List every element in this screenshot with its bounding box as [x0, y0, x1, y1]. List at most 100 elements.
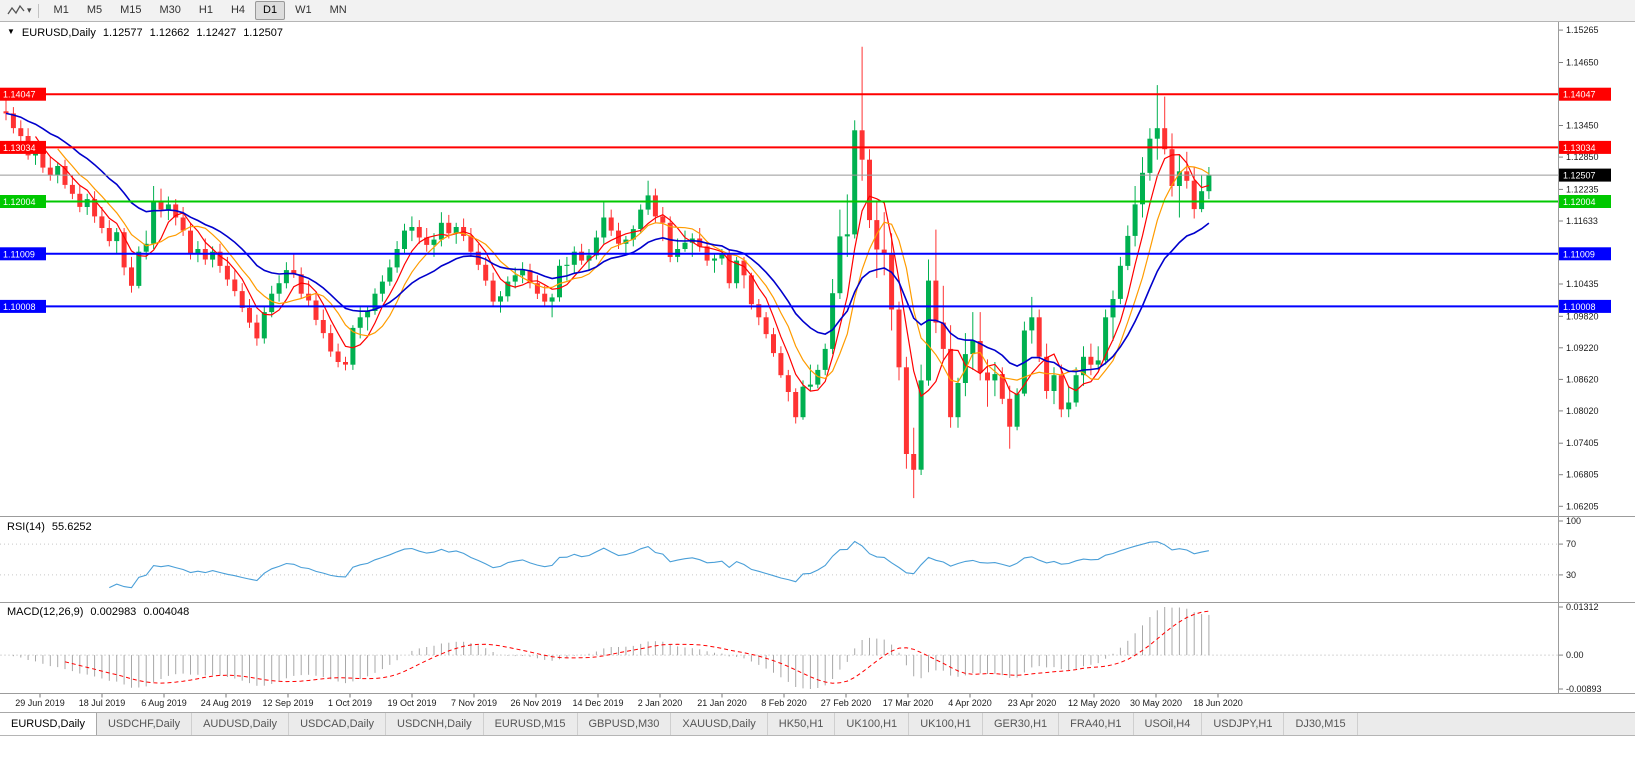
y-axis-label: 1.15265 [1566, 25, 1599, 35]
macd-signal-line [64, 610, 1209, 684]
y-axis-label: 1.06805 [1566, 470, 1599, 480]
x-axis-label: 1 Oct 2019 [328, 698, 372, 708]
price-chart-canvas[interactable]: 1.15265 1.14650 1.13450 1.12850 1.12235 1.116… [0, 22, 1635, 712]
level-price-badge-left-label: 1.12004 [3, 197, 36, 207]
level-price-badge-left-label: 1.14047 [3, 90, 36, 100]
ma-line-sma-5 [35, 136, 1210, 398]
x-axis-label: 12 May 2020 [1068, 698, 1120, 708]
level-price-badge-left[interactable] [0, 140, 46, 154]
chart-tab-eurusd-m15[interactable]: EURUSD,M15 [484, 713, 578, 735]
timeframe-button-w1[interactable]: W1 [295, 4, 312, 17]
level-price-badge-left-label: 1.10008 [3, 302, 36, 312]
level-price-badge-left-label: 1.11009 [3, 249, 35, 259]
timeframe-button-m15[interactable]: M15 [120, 4, 142, 17]
chart-tab-usoil-h4[interactable]: USOil,H4 [1134, 713, 1203, 735]
timeframe-button-d1[interactable]: D1 [255, 1, 286, 20]
level-price-badge-label: 1.13034 [1563, 143, 1596, 153]
level-price-badge[interactable] [1559, 247, 1611, 261]
x-axis-label: 19 Oct 2019 [387, 698, 436, 708]
chart-type-dropdown-caret[interactable]: ▾ [27, 5, 32, 15]
level-price-badge[interactable] [1559, 195, 1611, 208]
y-axis-label: 1.07405 [1566, 438, 1599, 448]
x-axis-label: 8 Feb 2020 [761, 698, 807, 708]
toolbar-separator [37, 3, 39, 18]
chart-tab-fra40-h1[interactable]: FRA40,H1 [1059, 713, 1134, 735]
y-axis-label: 1.13450 [1566, 121, 1599, 131]
chart-tab-hk50-h1[interactable]: HK50,H1 [768, 713, 836, 735]
x-axis-label: 7 Nov 2019 [451, 698, 497, 708]
x-axis-label: 17 Mar 2020 [883, 698, 934, 708]
level-price-badge-left[interactable] [0, 247, 46, 261]
level-price-badge-left[interactable] [0, 299, 46, 313]
chart-tabs-bar: EURUSD,Daily USDCHF,Daily AUDUSD,Daily USDC… [0, 712, 1635, 736]
macd-histogram [12, 607, 1210, 689]
y-axis-label: 1.08020 [1566, 406, 1599, 416]
level-price-badge-label: 1.11009 [1563, 249, 1595, 259]
timeframe-button-h4[interactable]: H4 [230, 4, 246, 17]
chart-tab-xauusd-daily[interactable]: XAUUSD,Daily [671, 713, 768, 735]
y-axis-label: 1.12235 [1566, 184, 1599, 194]
timeframe-toolbar: ▾ M1 M5 M15 M30 H1 H4 D1 W1 MN [0, 0, 1635, 22]
level-price-badge-label: 1.10008 [1563, 302, 1596, 312]
chart-tab-usdcad-daily[interactable]: USDCAD,Daily [289, 713, 387, 735]
x-axis-label: 18 Jun 2020 [1193, 698, 1243, 708]
chart-tab-gbpusd-m30[interactable]: GBPUSD,M30 [578, 713, 672, 735]
x-axis-label: 30 May 2020 [1130, 698, 1182, 708]
level-price-badge[interactable] [1559, 87, 1611, 101]
x-axis-label: 29 Jun 2019 [15, 698, 65, 708]
timeframe-button-h1[interactable]: H1 [198, 4, 213, 17]
timeframe-button-mn[interactable]: MN [329, 4, 347, 17]
ma-line-sma-8 [57, 148, 1210, 383]
rsi-axis-label: 30 [1566, 570, 1576, 580]
y-axis-label: 1.14650 [1566, 58, 1599, 68]
x-axis-label: 14 Dec 2019 [572, 698, 623, 708]
y-axis-label: 1.09220 [1566, 343, 1599, 353]
current-price-badge-label: 1.12507 [1563, 171, 1596, 181]
rsi-line [109, 540, 1210, 589]
macd-axis-label: -0.00893 [1566, 684, 1602, 694]
ma-line-ema-18 [5, 112, 1210, 373]
chart-tab-dj30-m15[interactable]: DJ30,M15 [1284, 713, 1358, 735]
chart-tab-audusd-daily[interactable]: AUDUSD,Daily [192, 713, 290, 735]
y-axis-label: 1.12850 [1566, 152, 1599, 162]
current-price-badge [1559, 168, 1611, 182]
level-price-badge-left[interactable] [0, 87, 46, 101]
x-axis-label: 24 Aug 2019 [201, 698, 252, 708]
x-axis-label: 12 Sep 2019 [262, 698, 313, 708]
timeframe-buttons-group: M1 M5 M15 M30 H1 H4 D1 W1 MN [45, 1, 356, 20]
level-price-badge-label: 1.12004 [1563, 197, 1596, 207]
y-axis-label: 1.06205 [1566, 501, 1599, 511]
x-axis-label: 21 Jan 2020 [697, 698, 747, 708]
x-axis-label: 4 Apr 2020 [948, 698, 992, 708]
y-axis-label: 1.11633 [1566, 216, 1598, 226]
macd-axis-label: 0.00 [1566, 650, 1584, 660]
level-price-badge[interactable] [1559, 299, 1611, 313]
y-axis-label: 1.08620 [1566, 374, 1599, 384]
x-axis-label: 23 Apr 2020 [1008, 698, 1057, 708]
chart-tab-uk100-h1[interactable]: UK100,H1 [835, 713, 910, 735]
chart-tab-usdchf-daily[interactable]: USDCHF,Daily [97, 713, 193, 735]
x-axis-label: 27 Feb 2020 [821, 698, 872, 708]
chart-tab-eurusd-daily[interactable]: EURUSD,Daily [0, 713, 97, 735]
y-axis-label: 1.09820 [1566, 311, 1599, 321]
timeframe-button-m1[interactable]: M1 [53, 4, 69, 17]
x-axis-label: 6 Aug 2019 [141, 698, 187, 708]
y-axis-label: 1.10435 [1566, 279, 1599, 289]
chart-tab-uk100-h1[interactable]: UK100,H1 [909, 713, 983, 735]
level-price-badge-label: 1.14047 [1563, 90, 1596, 100]
chart-tab-ger30-h1[interactable]: GER30,H1 [983, 713, 1060, 735]
macd-axis-label: 0.01312 [1566, 602, 1599, 612]
chart-tab-usdjpy-h1[interactable]: USDJPY,H1 [1202, 713, 1285, 735]
x-axis-label: 26 Nov 2019 [510, 698, 561, 708]
timeframe-button-m30[interactable]: M30 [159, 4, 181, 17]
chart-line-icon[interactable] [5, 4, 27, 17]
level-price-badge-left[interactable] [0, 195, 46, 208]
rsi-axis-label: 70 [1566, 539, 1576, 549]
chart-tab-usdcnh-daily[interactable]: USDCNH,Daily [386, 713, 484, 735]
x-axis-label: 18 Jul 2019 [79, 698, 126, 708]
level-price-badge-left-label: 1.13034 [3, 143, 36, 153]
level-price-badge[interactable] [1559, 140, 1611, 154]
rsi-axis-label: 100 [1566, 516, 1581, 526]
timeframe-button-m5[interactable]: M5 [86, 4, 103, 17]
